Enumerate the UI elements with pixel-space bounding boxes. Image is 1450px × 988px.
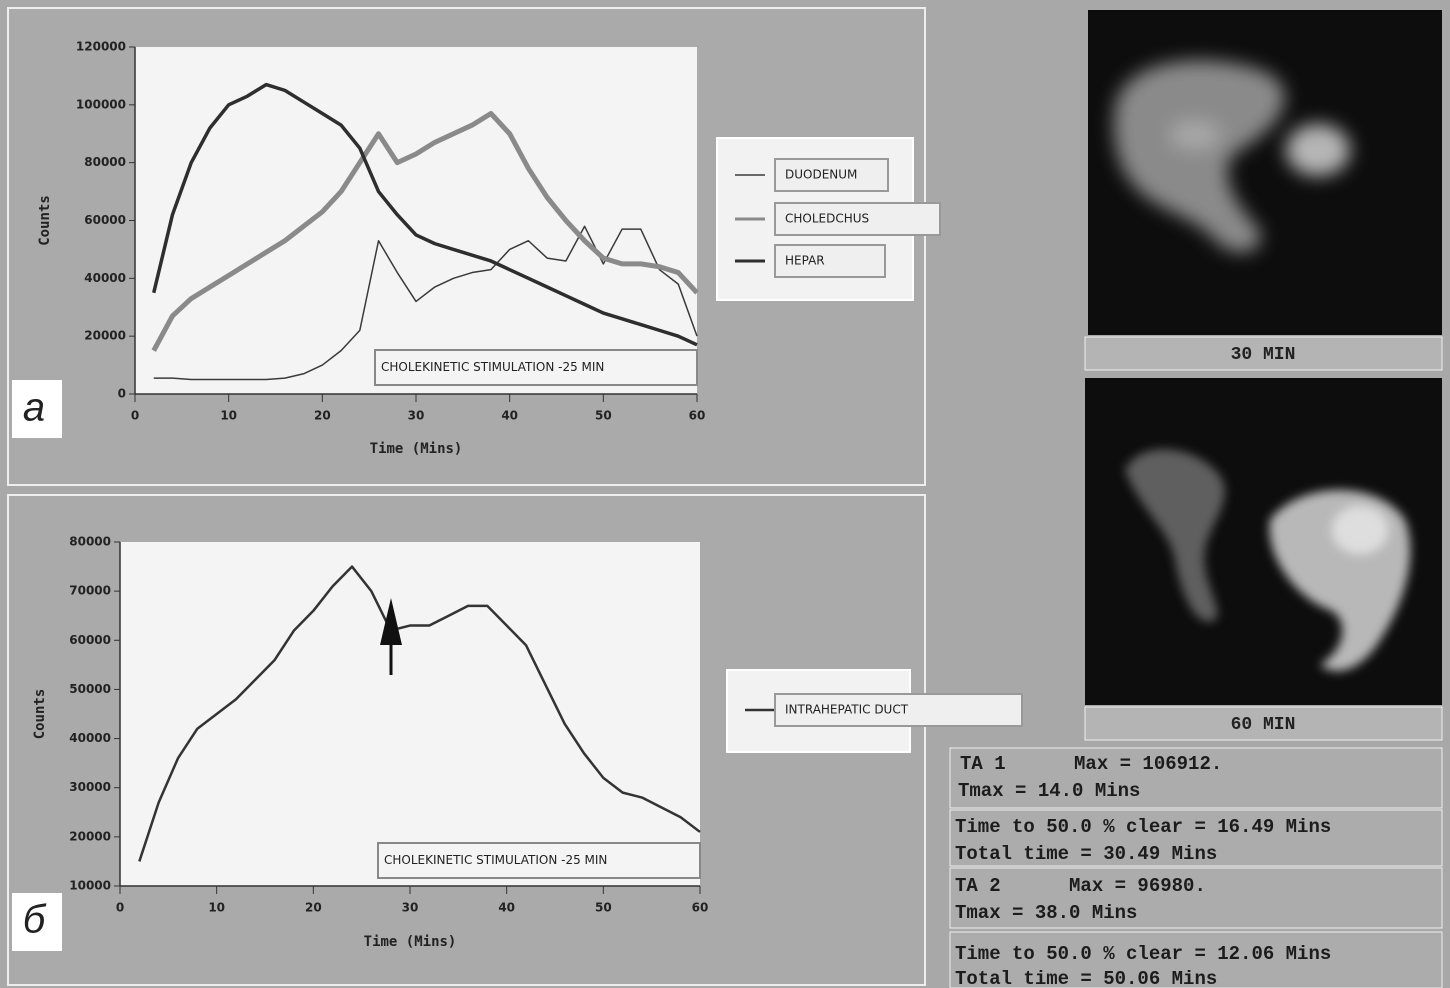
plot-area (120, 542, 700, 886)
plot-area (135, 47, 697, 394)
annotation: CHOLEKINETIC STIMULATION -25 MIN (381, 360, 604, 374)
y-tick-label: 60000 (84, 213, 126, 227)
scan-30 (1088, 10, 1442, 335)
x-tick-label: 60 (692, 901, 709, 915)
panel-label: a (23, 386, 45, 430)
y-tick-label: 80000 (84, 155, 126, 169)
y-tick-label: 70000 (69, 584, 111, 598)
x-tick-label: 50 (595, 901, 612, 915)
annotation: CHOLEKINETIC STIMULATION -25 MIN (384, 853, 607, 867)
x-tick-label: 0 (116, 901, 124, 915)
x-tick-label: 30 (402, 901, 419, 915)
x-tick-label: 0 (131, 409, 139, 423)
info-line: TA 1 Max = 106912. (960, 753, 1222, 775)
y-tick-label: 30000 (69, 780, 111, 794)
image-caption: 60 MIN (1231, 715, 1296, 735)
x-tick-label: 50 (595, 409, 612, 423)
legend-label: HEPAR (785, 254, 825, 268)
x-tick-label: 20 (314, 409, 331, 423)
y-tick-label: 0 (118, 387, 126, 401)
y-tick-label: 120000 (76, 40, 126, 54)
y-tick-label: 10000 (69, 879, 111, 893)
x-tick-label: 10 (220, 409, 237, 423)
y-tick-label: 80000 (69, 535, 111, 549)
x-tick-label: 60 (689, 409, 706, 423)
y-tick-label: 60000 (69, 633, 111, 647)
info-line: TA 2 Max = 96980. (955, 875, 1206, 897)
y-tick-label: 40000 (69, 731, 111, 745)
screen: a б 30 MIN 60 MIN TA 1 Max = 106912. Tma… (0, 0, 1450, 988)
y-axis-label: Counts (32, 689, 48, 740)
panel-label: б (23, 898, 47, 942)
legend-label: DUODENUM (785, 168, 857, 182)
info-line: Time to 50.0 % clear = 16.49 Mins (955, 816, 1331, 838)
y-tick-label: 100000 (76, 97, 126, 111)
y-tick-label: 50000 (69, 682, 111, 696)
legend-label: CHOLEDCHUS (785, 212, 869, 226)
x-tick-label: 30 (408, 409, 425, 423)
x-axis-label: Time (Mins) (364, 934, 457, 950)
x-tick-label: 10 (208, 901, 225, 915)
x-axis-label: Time (Mins) (370, 441, 463, 457)
y-tick-label: 20000 (69, 829, 111, 843)
info-line: Tmax = 38.0 Mins (955, 902, 1137, 924)
info-line: Time to 50.0 % clear = 12.06 Mins (955, 943, 1331, 965)
info-line: Total time = 30.49 Mins (955, 843, 1217, 865)
y-tick-label: 20000 (84, 329, 126, 343)
y-tick-label: 40000 (84, 271, 126, 285)
x-tick-label: 40 (498, 901, 515, 915)
y-axis-label: Counts (37, 195, 53, 246)
legend-label: INTRAHEPATIC DUCT (785, 703, 909, 717)
x-tick-label: 20 (305, 901, 322, 915)
info-line: Total time = 50.06 Mins (955, 968, 1217, 988)
x-tick-label: 40 (501, 409, 518, 423)
info-line: Tmax = 14.0 Mins (958, 780, 1140, 802)
scan-60 (1085, 378, 1442, 705)
image-caption: 30 MIN (1231, 345, 1296, 365)
